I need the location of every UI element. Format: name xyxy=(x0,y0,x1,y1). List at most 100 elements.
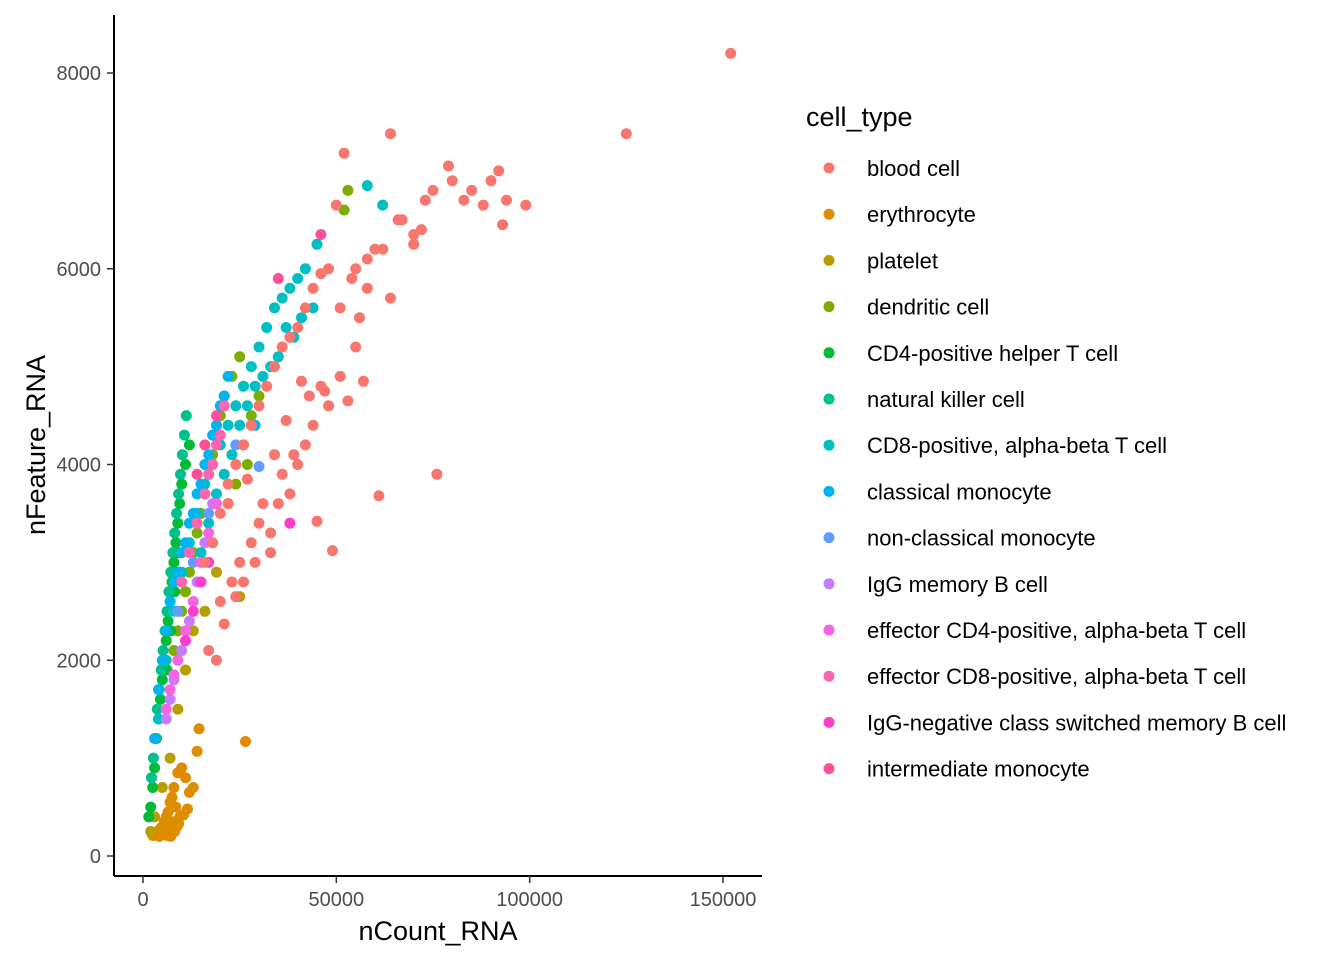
data-point xyxy=(357,375,369,387)
data-point xyxy=(168,782,180,793)
data-point xyxy=(199,459,211,470)
data-point xyxy=(176,449,188,461)
x-tick-label: 50000 xyxy=(309,889,365,911)
data-point xyxy=(218,618,230,630)
data-point xyxy=(361,253,373,265)
data-point xyxy=(180,625,191,637)
data-point xyxy=(172,767,184,779)
data-point xyxy=(284,517,296,529)
data-point xyxy=(238,576,249,588)
data-point xyxy=(276,468,288,480)
data-point xyxy=(269,302,280,314)
data-point xyxy=(183,566,195,578)
data-point xyxy=(269,449,280,461)
legend-label: erythrocyte xyxy=(867,202,976,227)
data-point xyxy=(172,566,184,578)
data-point xyxy=(160,625,172,637)
legend-key xyxy=(823,162,835,174)
data-point xyxy=(292,459,304,470)
data-point xyxy=(361,180,373,192)
legend-key xyxy=(823,439,835,451)
data-point xyxy=(299,439,311,451)
data-point xyxy=(307,419,319,431)
data-point xyxy=(725,47,737,59)
data-point xyxy=(238,380,249,392)
data-point xyxy=(493,165,505,177)
data-point xyxy=(203,507,215,519)
data-point xyxy=(178,429,190,441)
data-point xyxy=(164,693,176,705)
y-ticks: 0 2000 4000 6000 8000 xyxy=(57,63,114,868)
data-point xyxy=(168,669,180,681)
data-point xyxy=(334,302,346,314)
legend-key xyxy=(823,763,835,775)
data-point xyxy=(346,273,358,284)
data-point xyxy=(160,635,172,647)
data-point xyxy=(174,498,186,510)
data-point xyxy=(195,547,207,559)
data-point xyxy=(203,517,215,529)
data-point xyxy=(234,556,246,568)
data-point xyxy=(176,478,188,490)
data-point xyxy=(182,803,193,815)
data-point xyxy=(427,184,439,196)
data-point xyxy=(214,596,226,607)
data-point xyxy=(245,537,257,549)
data-point xyxy=(160,713,172,725)
data-point xyxy=(191,517,203,529)
data-point xyxy=(257,370,269,382)
data-point xyxy=(280,415,292,426)
legend-label: intermediate monocyte xyxy=(867,757,1090,782)
legend-label: dendritic cell xyxy=(867,295,989,320)
legend-label: effector CD8-positive, alpha-beta T cell xyxy=(867,664,1246,689)
data-point xyxy=(338,147,350,159)
data-point xyxy=(183,615,195,627)
data-point xyxy=(183,439,195,451)
data-point xyxy=(431,468,443,480)
data-point xyxy=(276,292,288,304)
data-point xyxy=(199,605,211,617)
data-point xyxy=(253,400,265,412)
data-point xyxy=(164,752,176,764)
data-point xyxy=(307,302,319,314)
data-point xyxy=(171,507,183,519)
x-tick-label: 0 xyxy=(137,889,148,911)
data-point xyxy=(156,674,168,686)
data-point xyxy=(191,745,203,757)
data-point xyxy=(408,238,420,250)
data-point xyxy=(218,468,230,480)
data-point xyxy=(187,625,199,637)
data-point xyxy=(284,488,296,500)
data-point xyxy=(211,419,222,431)
data-point xyxy=(520,199,532,211)
data-point xyxy=(168,645,180,656)
data-point xyxy=(211,488,222,500)
data-point xyxy=(350,341,362,353)
legend-key xyxy=(823,716,835,728)
legend-label: classical monocyte xyxy=(867,479,1052,504)
data-point xyxy=(226,576,238,588)
data-point xyxy=(253,341,265,353)
data-point xyxy=(172,605,184,617)
data-point xyxy=(226,449,238,461)
data-point xyxy=(187,507,199,519)
data-point xyxy=(207,537,219,549)
data-point xyxy=(276,341,288,353)
data-point xyxy=(203,527,215,539)
data-point xyxy=(269,361,280,373)
y-axis-title: nFeature_RNA xyxy=(21,355,51,535)
data-point xyxy=(234,419,246,431)
data-point xyxy=(446,175,458,187)
data-point xyxy=(176,645,188,656)
data-point xyxy=(230,591,242,603)
x-tick-label: 100000 xyxy=(496,889,563,911)
legend-label: IgG memory B cell xyxy=(867,572,1048,597)
data-point xyxy=(203,468,215,480)
data-point xyxy=(307,282,319,294)
data-point xyxy=(156,782,168,793)
data-point xyxy=(153,684,164,696)
data-point xyxy=(160,703,172,715)
data-point xyxy=(151,703,163,715)
legend-key xyxy=(823,532,835,544)
data-point xyxy=(292,322,304,333)
